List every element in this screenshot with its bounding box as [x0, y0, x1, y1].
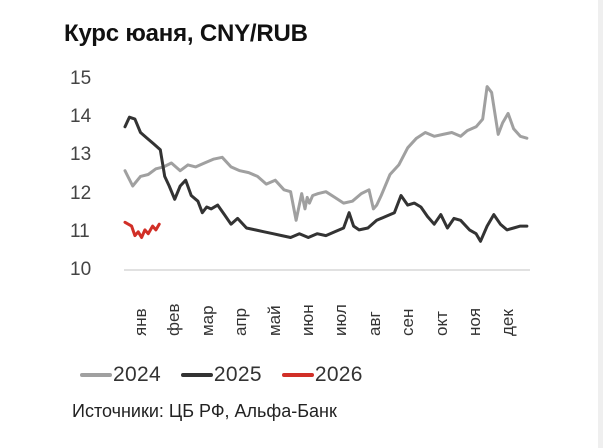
series-line-2025	[123, 115, 529, 243]
series-line-2026	[123, 220, 161, 239]
right-edge-strip	[598, 0, 603, 448]
legend-swatch-2026	[281, 373, 314, 377]
legend: 2024 2025 2026	[80, 362, 383, 388]
legend-label-2025: 2025	[213, 363, 262, 386]
y-tick-label: 11	[70, 220, 90, 242]
series-line-2024	[123, 85, 529, 222]
y-tick-label: 13	[70, 144, 92, 166]
y-tick-label: 14	[70, 106, 92, 128]
y-tick-label: 15	[70, 68, 92, 89]
legend-item-2025: 2025	[180, 363, 262, 387]
source-note: Источники: ЦБ РФ, Альфа-Банк	[72, 401, 337, 421]
legend-swatch-2024	[80, 373, 112, 377]
y-tick-label: 10	[70, 259, 92, 280]
y-tick-label: 12	[70, 182, 92, 204]
legend-item-2026: 2026	[281, 363, 363, 387]
legend-swatch-2025	[180, 373, 213, 377]
series-layer	[123, 85, 529, 243]
legend-item-2024: 2024	[80, 363, 161, 387]
legend-label-2024: 2024	[113, 363, 161, 386]
chart-title: Курс юаня, CNY/RUB	[64, 20, 308, 47]
legend-label-2026: 2026	[314, 363, 363, 386]
